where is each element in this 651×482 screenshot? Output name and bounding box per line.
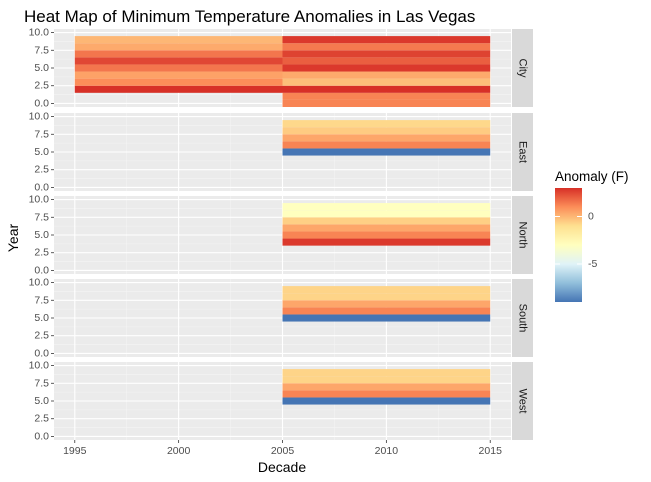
heat-tile [74,64,283,72]
heat-tile [282,120,491,128]
y-axis-title: Year [5,224,21,253]
legend: Anomaly (F) 0 -5 [555,169,629,302]
heat-tile [282,238,491,246]
heat-tile [282,43,491,51]
heat-tile [282,397,491,405]
y-tick-label: 0.0 [34,264,49,276]
y-tick-label: 10.0 [29,360,50,372]
y-tick-label: 7.5 [34,294,49,306]
heat-tile [74,71,283,79]
heat-tile [282,224,491,232]
facet-strip [512,279,533,357]
heat-tile [282,141,491,149]
x-tick-label: 2015 [479,445,503,457]
heat-tile [282,92,491,100]
x-tick-label: 1995 [63,445,87,457]
facet-panel-north: North 0.0 2.5 5.0 7.5 10.0 [29,194,533,276]
heat-tile [74,50,283,58]
y-tick-label: 0.0 [34,347,49,359]
facet-strip [512,113,533,191]
y-tick-label: 7.5 [34,211,49,223]
heat-tile [282,148,491,156]
chart-title: Heat Map of Minimum Temperature Anomalie… [24,7,475,26]
y-tick-label: 5.0 [34,146,49,158]
heat-tile [282,314,491,322]
heat-tile [282,210,491,218]
heat-tile [282,293,491,301]
y-tick-label: 5.0 [34,229,49,241]
heat-tile [74,57,283,65]
heat-tile [282,300,491,308]
heat-tile [282,286,491,294]
heat-tile [282,78,491,86]
x-tick-label: 2010 [375,445,399,457]
heat-tile [282,390,491,398]
y-tick-label: 10.0 [29,277,50,289]
y-tick-label: 2.5 [34,164,49,176]
y-tick-label: 10.0 [29,111,50,123]
heat-tile [282,217,491,225]
facet-strip [512,362,533,440]
heat-tile [74,85,283,93]
heat-tile [74,78,283,86]
facet-strip-label: South [517,304,529,333]
y-tick-label: 0.0 [34,181,49,193]
facet-strip [512,196,533,274]
facet-strip [512,29,533,107]
y-tick-label: 2.5 [34,80,49,92]
y-tick-label: 5.0 [34,62,49,74]
legend-ticks: 0 -5 [555,211,597,270]
y-tick-label: 10.0 [29,194,50,206]
y-tick-label: 7.5 [34,128,49,140]
y-tick-label: 10.0 [29,27,50,39]
facet-panels: City 0.0 2.5 5.0 7.5 10.0 East 0.0 2.5 5.0 7.5 10.0… [29,27,533,442]
x-axis-title: Decade [258,459,306,475]
heat-tile [282,50,491,58]
heat-tile [282,127,491,135]
facet-strip-label: East [517,141,529,163]
facet-panel-west: West 0.0 2.5 5.0 7.5 10.0 [29,360,533,442]
heat-tile [282,369,491,377]
y-tick-label: 0.0 [34,430,49,442]
facet-panel-south: South 0.0 2.5 5.0 7.5 10.0 [29,277,533,359]
y-tick-label: 5.0 [34,395,49,407]
y-tick-label: 2.5 [34,330,49,342]
heat-tile [74,43,283,51]
legend-title: Anomaly (F) [555,169,629,184]
y-tick-label: 5.0 [34,312,49,324]
heat-tile [282,71,491,79]
legend-colorbar [555,188,582,302]
heat-tile [282,99,491,107]
heat-tile [282,85,491,93]
heat-tile [282,64,491,72]
legend-label: -5 [588,258,597,270]
y-tick-label: 7.5 [34,377,49,389]
heat-tile [282,134,491,142]
y-tick-label: 2.5 [34,413,49,425]
facet-panel-east: East 0.0 2.5 5.0 7.5 10.0 [29,111,533,193]
x-tick-label: 2000 [167,445,191,457]
heat-tile [282,376,491,384]
heat-tile [74,36,283,44]
facet-strip-label: North [517,222,529,249]
y-tick-label: 7.5 [34,44,49,56]
heat-tile [282,36,491,44]
x-axis: 1995 2000 2005 2010 2015 [63,440,502,457]
heat-tile [282,203,491,211]
heat-tile [282,231,491,239]
heat-tile [282,57,491,65]
y-tick-label: 2.5 [34,247,49,259]
heat-tile [282,307,491,315]
facet-strip-label: West [517,389,529,414]
y-tick-label: 0.0 [34,97,49,109]
legend-label: 0 [588,211,594,223]
heat-tile [282,383,491,391]
facet-strip-label: City [517,59,529,78]
x-tick-label: 2005 [271,445,295,457]
facet-panel-city: City 0.0 2.5 5.0 7.5 10.0 [29,27,533,109]
